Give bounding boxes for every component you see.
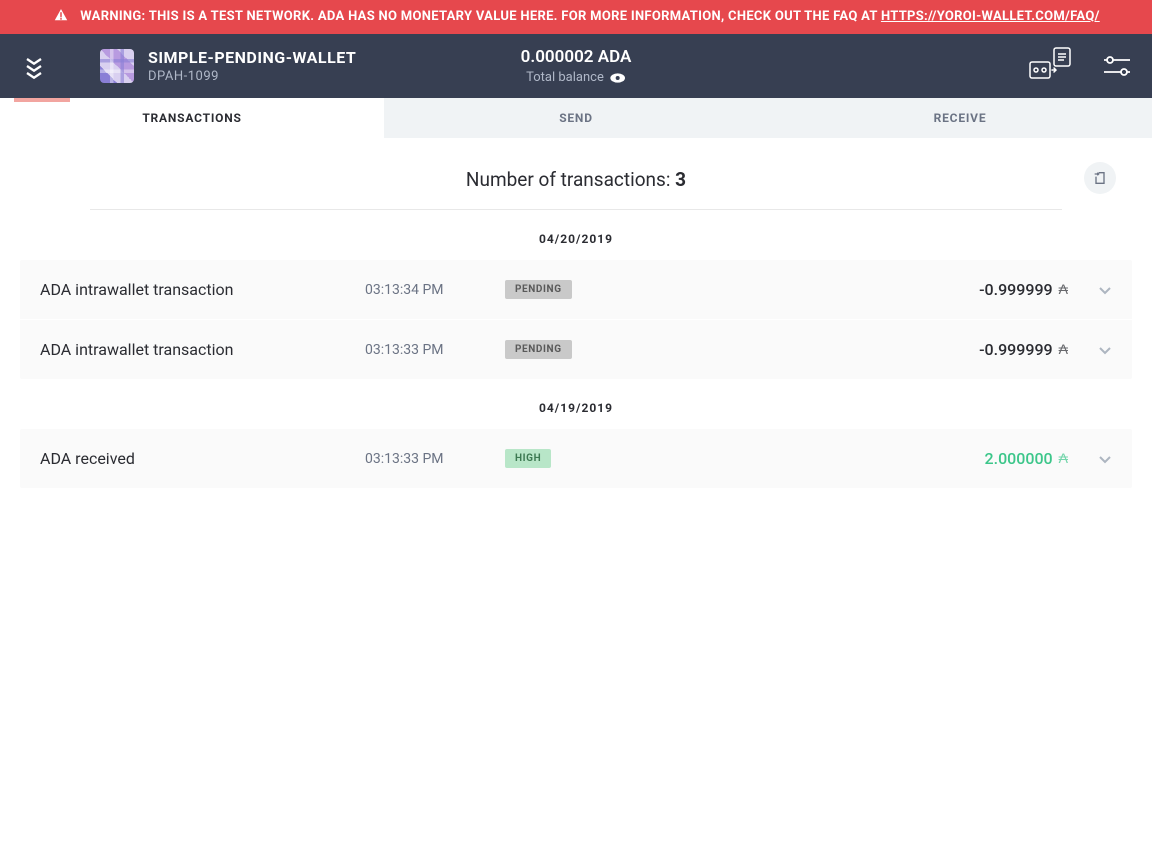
balance-section: 0.000002 ADA Total balance [521,47,632,85]
tx-amount: 2.000000₳ [985,449,1068,468]
tx-title: ADA received [40,449,365,468]
tx-title: ADA intrawallet transaction [40,280,365,299]
chevron-down-icon[interactable] [1098,340,1112,359]
transaction-list: 04/20/2019ADA intrawallet transaction03:… [20,232,1132,488]
balance-label: Total balance [526,70,604,85]
warning-banner: WARNING: THIS IS A TEST NETWORK. ADA HAS… [0,0,1152,34]
export-icon [1092,170,1108,186]
tx-time: 03:13:34 PM [365,282,505,298]
date-label: 04/20/2019 [20,232,1132,246]
tx-amount: -0.999999₳ [979,280,1068,299]
export-button[interactable] [1084,162,1116,194]
tx-count: Number of transactions: 3 [466,168,686,191]
wallet-subtitle: DPAH-1099 [148,69,356,84]
tx-title: ADA intrawallet transaction [40,340,365,359]
warning-faq-link[interactable]: HTTPS://YOROI-WALLET.COM/FAQ/ [881,9,1100,24]
tx-amount: -0.999999₳ [979,340,1068,359]
transaction-group: ADA intrawallet transaction03:13:34 PMPE… [20,260,1132,379]
tabs: TRANSACTIONS SEND RECEIVE [0,98,1152,138]
tab-send[interactable]: SEND [384,98,768,138]
warning-icon [52,6,70,28]
settings-icon[interactable] [1102,54,1132,78]
tab-transactions[interactable]: TRANSACTIONS [0,98,384,138]
eye-icon[interactable] [610,72,626,84]
tx-time: 03:13:33 PM [365,342,505,358]
tx-count-label: Number of transactions: [466,168,675,191]
wallet-avatar-icon [100,49,134,83]
transaction-group: ADA received03:13:33 PMHIGH 2.000000₳ [20,429,1132,488]
date-label: 04/19/2019 [20,401,1132,415]
wallet-name: SIMPLE-PENDING-WALLET [148,48,356,67]
transaction-row[interactable]: ADA intrawallet transaction03:13:33 PMPE… [20,320,1132,379]
chevron-down-icon[interactable] [1098,449,1112,468]
tx-status-badge: HIGH [505,449,551,468]
transaction-row[interactable]: ADA intrawallet transaction03:13:34 PMPE… [20,260,1132,320]
header: SIMPLE-PENDING-WALLET DPAH-1099 0.000002… [0,34,1152,98]
tx-status-badge: PENDING [505,280,572,299]
ada-symbol-icon: ₳ [1059,281,1068,298]
tx-count-value: 3 [675,168,686,191]
wallet-info: SIMPLE-PENDING-WALLET DPAH-1099 [100,48,356,84]
tab-receive[interactable]: RECEIVE [768,98,1152,138]
tx-time: 03:13:33 PM [365,451,505,467]
transaction-row[interactable]: ADA received03:13:33 PMHIGH 2.000000₳ [20,429,1132,488]
balance-amount: 0.000002 ADA [521,47,632,67]
ada-symbol-icon: ₳ [1059,341,1068,358]
active-indicator [14,98,70,102]
ada-symbol-icon: ₳ [1059,450,1068,467]
buy-sell-icon[interactable] [1028,46,1072,86]
back-icon[interactable] [20,52,48,80]
chevron-down-icon[interactable] [1098,280,1112,299]
content: Number of transactions: 3 04/20/2019 ADA … [0,138,1152,488]
warning-text: WARNING: THIS IS A TEST NETWORK. ADA HAS… [80,9,881,24]
tx-status-badge: PENDING [505,340,572,359]
